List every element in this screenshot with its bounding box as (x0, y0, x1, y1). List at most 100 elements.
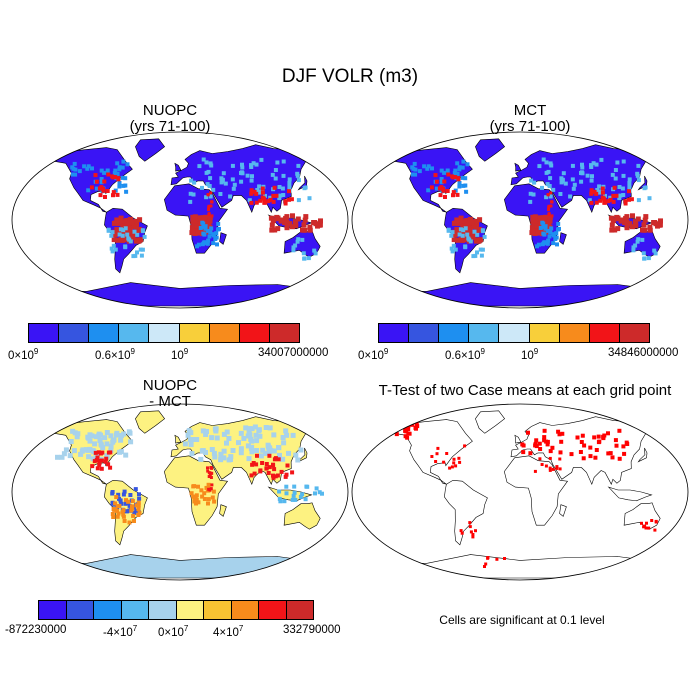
grid-cell (72, 161, 77, 166)
grid-cell (99, 180, 104, 185)
grid-cell (260, 190, 265, 195)
grid-cell (570, 163, 575, 168)
grid-cell (200, 215, 206, 221)
grid-cell (545, 182, 550, 187)
colorbar-swatch (239, 324, 270, 342)
grid-cell (448, 466, 452, 470)
landmass-greenland (135, 410, 166, 434)
grid-cell (591, 161, 596, 166)
grid-cell (122, 519, 127, 523)
grid-cell (274, 214, 280, 220)
grid-cell (202, 240, 207, 245)
grid-cell (110, 230, 115, 235)
grid-cell (642, 256, 647, 261)
colorbar-swatch (176, 601, 204, 619)
grid-cell (196, 484, 200, 489)
grid-cell (73, 167, 78, 172)
grid-cell (212, 454, 218, 460)
grid-cell (117, 180, 122, 185)
grid-cell (263, 425, 269, 430)
grid-cell (114, 430, 120, 436)
grid-cell (220, 179, 225, 184)
colorbar-nuopc (28, 323, 300, 343)
grid-cell (277, 489, 282, 494)
grid-cell (615, 160, 620, 165)
grid-cell (455, 192, 460, 197)
grid-cell (295, 239, 300, 244)
grid-cell (612, 185, 617, 190)
grid-cell (59, 454, 65, 460)
grid-cell (194, 497, 199, 502)
grid-cell (139, 253, 144, 258)
grid-cell (211, 450, 217, 456)
grid-cell (551, 187, 556, 192)
grid-cell (205, 241, 210, 246)
grid-cell (540, 215, 546, 221)
grid-cell (115, 192, 120, 197)
grid-cell (627, 189, 631, 194)
grid-cell (103, 459, 108, 464)
grid-cell (254, 162, 259, 167)
grid-cell (618, 218, 624, 224)
grid-cell (214, 435, 220, 441)
grid-cell (303, 497, 308, 502)
grid-cell (223, 181, 228, 186)
grid-cell (640, 237, 645, 242)
grid-cell (118, 437, 124, 443)
grid-cell (209, 476, 213, 479)
grid-cell (279, 469, 284, 474)
grid-cell (185, 432, 191, 438)
grid-cell (252, 471, 257, 476)
grid-cell (644, 526, 648, 530)
grid-cell (473, 224, 479, 230)
grid-cell (211, 187, 216, 192)
grid-cell (621, 173, 626, 178)
grid-cell (290, 470, 295, 475)
grid-cell (203, 450, 208, 455)
grid-cell (635, 173, 640, 178)
grid-cell (561, 171, 566, 176)
grid-cell (117, 496, 121, 501)
grid-cell (403, 428, 408, 433)
grid-cell (455, 172, 460, 176)
grid-cell (611, 199, 616, 204)
grid-cell (571, 186, 576, 191)
grid-cell (106, 462, 111, 467)
grid-cell (264, 466, 269, 471)
grid-cell (287, 221, 293, 227)
grid-cell (300, 492, 305, 497)
grid-cell (537, 441, 542, 446)
grid-cell (458, 460, 462, 464)
grid-cell (108, 443, 114, 449)
grid-cell (544, 195, 549, 200)
grid-cell (437, 186, 442, 191)
grid-cell (555, 466, 559, 470)
grid-cell (557, 432, 562, 437)
grid-cell (296, 178, 301, 183)
grid-cell (133, 487, 138, 492)
grid-cell (641, 222, 647, 228)
grid-cell (126, 499, 131, 504)
grid-cell (93, 173, 98, 178)
grid-cell (204, 429, 209, 434)
grid-cell (123, 244, 128, 249)
grid-cell (596, 434, 601, 439)
grid-cell (551, 467, 555, 471)
grid-cell (463, 237, 469, 243)
grid-cell (72, 430, 78, 436)
landmass-northAmerica (382, 147, 473, 213)
grid-cell (463, 226, 468, 231)
grid-cell (254, 448, 260, 453)
grid-cell (457, 456, 461, 460)
grid-cell (238, 430, 244, 436)
grid-cell (127, 520, 132, 525)
grid-cell (194, 501, 198, 506)
grid-cell (483, 565, 486, 568)
grid-cell (133, 224, 139, 230)
landmass-antarctica (37, 554, 323, 579)
grid-cell (553, 237, 558, 241)
grid-cell (606, 431, 610, 436)
grid-cell (221, 448, 227, 454)
panel-title-ttest: T-Test of two Case means at each grid po… (378, 382, 672, 399)
grid-cell (111, 243, 116, 248)
